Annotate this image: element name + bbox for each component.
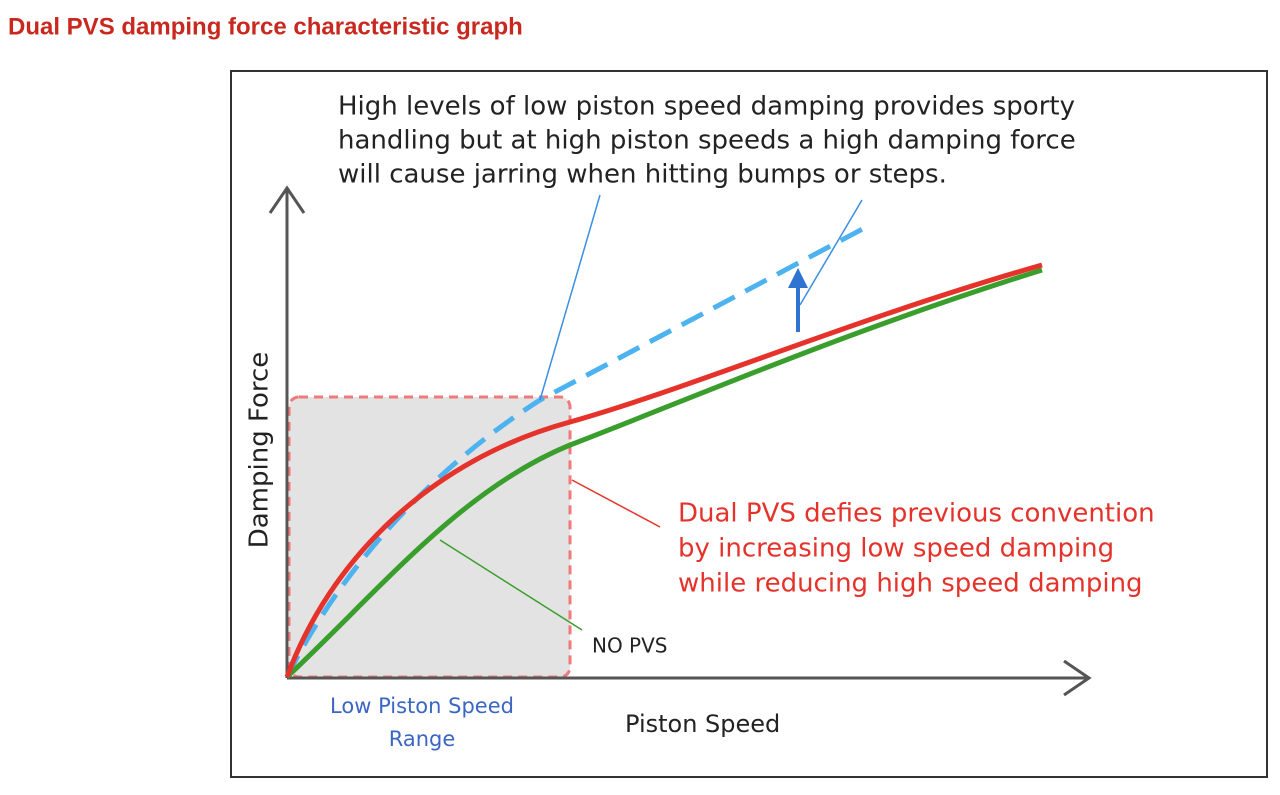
callout-line: handling but at high piston speeds a hig… (338, 126, 1076, 156)
x-arrow (1063, 659, 1092, 697)
leader-top-1 (539, 194, 601, 401)
leader-dual (571, 479, 661, 528)
callout-top: High levels of low piston speed damping … (338, 92, 1076, 190)
range-label: Low Piston Speed (330, 694, 514, 718)
axes (268, 185, 1092, 697)
callout-dual: Dual PVS defies previous convention by i… (678, 499, 1155, 599)
range-label: Range (389, 727, 456, 751)
x-axis-label: Piston Speed (625, 710, 780, 738)
callout-line: Dual PVS defies previous convention (678, 499, 1155, 529)
increase-arrowhead (788, 268, 808, 288)
callout-line: will cause jarring when hitting bumps or… (338, 160, 947, 190)
callout-line: while reducing high speed damping (678, 569, 1143, 599)
y-axis-label: Damping Force (245, 352, 275, 549)
no-pvs-label: NO PVS (592, 634, 668, 658)
no-pvs-curve (285, 267, 1043, 679)
leader-no-pvs (439, 539, 583, 631)
callout-line: by increasing low speed damping (678, 534, 1114, 564)
page-title: Dual PVS damping force characteristic gr… (8, 13, 523, 40)
leader-top-2 (799, 199, 863, 306)
callout-line: High levels of low piston speed damping … (338, 92, 1075, 122)
dual-pvs-curve (284, 262, 1043, 678)
conventional-curve (284, 221, 874, 679)
y-arrow (268, 185, 306, 214)
